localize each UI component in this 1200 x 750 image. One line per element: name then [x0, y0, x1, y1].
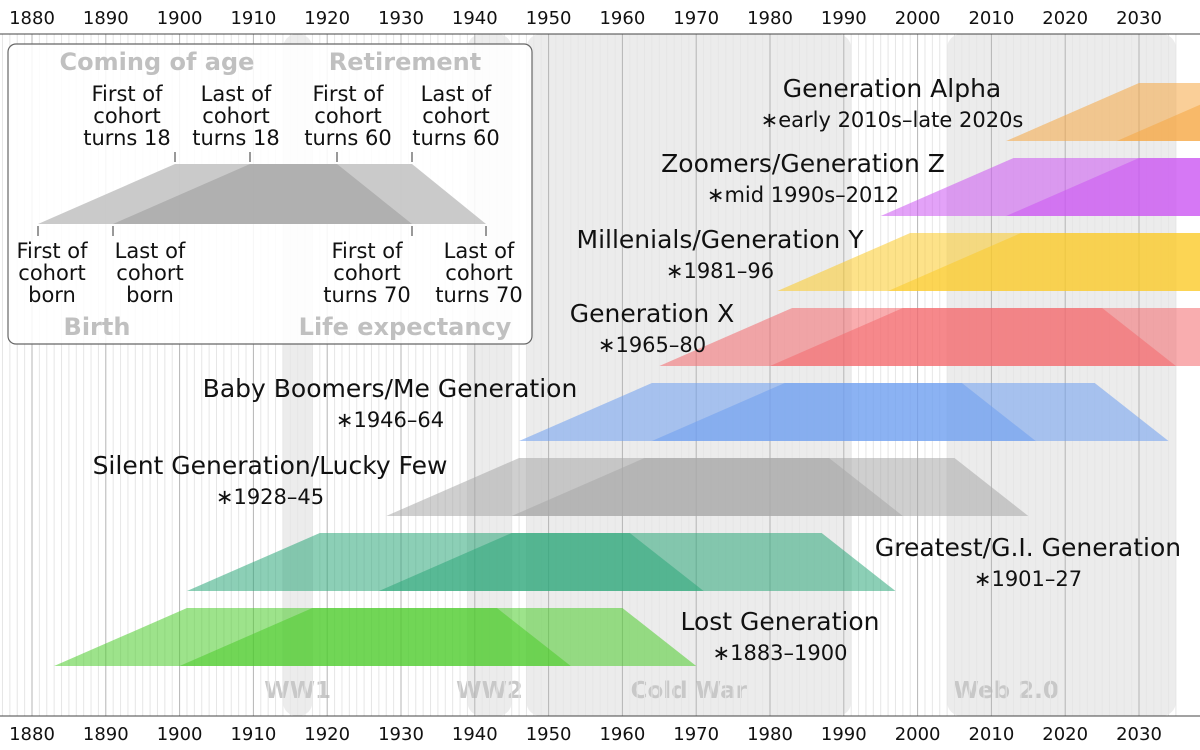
- bottom-tick-label-1920: 1920: [304, 724, 350, 745]
- legend-coming-of-age: Coming of age: [60, 48, 255, 76]
- band-inner-millenials-generation-y: [888, 233, 1200, 291]
- generation-range-silent-generation-lucky-few: ∗1928–45: [216, 485, 324, 509]
- band-zoomers-generation-z: [880, 158, 1200, 216]
- x-axis: 1880 1880 1890 1890 1900 1900 1910 1910 1920 1920…: [0, 8, 1200, 745]
- legend: Coming of age Retirement Birth Life expecta…: [7, 43, 533, 345]
- bottom-tick-label-1960: 1960: [599, 724, 645, 745]
- legend-top-label-1-line-1: First of: [91, 82, 163, 106]
- generation-range-millenials-generation-y: ∗1981–96: [666, 259, 774, 283]
- band-inner-generation-alpha: [1116, 104, 1200, 141]
- top-tick-label-1940: 1940: [452, 8, 498, 29]
- top-tick-label-2030: 2030: [1116, 8, 1162, 29]
- top-tick-label-1950: 1950: [526, 8, 572, 29]
- band-inner-zoomers-generation-z: [1006, 158, 1200, 216]
- generation-name-millenials-generation-y: Millenials/Generation Y: [577, 225, 865, 254]
- legend-top-label-1-line-3: turns 18: [83, 126, 170, 150]
- top-tick-label-1970: 1970: [673, 8, 719, 29]
- band-millenials-generation-y: [777, 233, 1200, 291]
- bottom-tick-label-2030: 2030: [1116, 724, 1162, 745]
- top-tick-label-1910: 1910: [230, 8, 276, 29]
- band-greatest-g-i-generation: [186, 533, 896, 591]
- generation-name-greatest-g-i-generation: Greatest/G.I. Generation: [875, 533, 1181, 562]
- legend-retirement: Retirement: [329, 48, 481, 76]
- bottom-tick-label-1940: 1940: [452, 724, 498, 745]
- top-tick-label-1980: 1980: [747, 8, 793, 29]
- bottom-tick-label-1930: 1930: [378, 724, 424, 745]
- legend-bottom-label-1-line-3: born: [28, 283, 76, 307]
- generation-range-generation-alpha: ∗early 2010s–late 2020s: [761, 108, 1024, 132]
- generation-name-generation-alpha: Generation Alpha: [783, 74, 1002, 103]
- bottom-tick-label-1910: 1910: [230, 724, 276, 745]
- generation-name-zoomers-generation-z: Zoomers/Generation Z: [661, 149, 945, 178]
- legend-bottom-label-3-line-3: turns 70: [323, 283, 410, 307]
- bottom-tick-label-1970: 1970: [673, 724, 719, 745]
- legend-bottom-label-1-line-2: cohort: [18, 261, 85, 285]
- top-tick-label-1880: 1880: [9, 8, 55, 29]
- top-tick-label-1960: 1960: [599, 8, 645, 29]
- generation-range-greatest-g-i-generation: ∗1901–27: [974, 567, 1082, 591]
- top-tick-label-2020: 2020: [1042, 8, 1088, 29]
- band-inner-generation-x: [770, 308, 1176, 366]
- generation-labels: Lost Generation ∗1883–1900 Greatest/G.I. G…: [93, 74, 1182, 665]
- band-inner-baby-boomers-me-generation: [651, 383, 1036, 441]
- band-generation-x: [659, 308, 1200, 366]
- band-generation-alpha: [1006, 83, 1200, 141]
- band-baby-boomers-me-generation: [519, 383, 1169, 441]
- legend-top-label-2-line-1: Last of: [201, 82, 272, 106]
- generation-range-baby-boomers-me-generation: ∗1946–64: [336, 408, 444, 432]
- legend-bottom-label-4-line-3: turns 70: [435, 283, 522, 307]
- legend-top-label-4-line-2: cohort: [422, 104, 489, 128]
- top-tick-label-2010: 2010: [968, 8, 1014, 29]
- bottom-tick-label-1900: 1900: [157, 724, 203, 745]
- band-inner-silent-generation-lucky-few: [511, 458, 903, 516]
- legend-top-label-4-line-3: turns 60: [412, 126, 499, 150]
- legend-bottom-label-3-line-2: cohort: [333, 261, 400, 285]
- legend-birth: Birth: [64, 313, 131, 341]
- legend-example-inner: [113, 164, 412, 224]
- legend-top-label-3-line-3: turns 60: [304, 126, 391, 150]
- band-inner-greatest-g-i-generation: [378, 533, 704, 591]
- legend-bottom-label-2-line-1: Last of: [115, 239, 186, 263]
- bottom-tick-label-1950: 1950: [526, 724, 572, 745]
- top-tick-label-1990: 1990: [821, 8, 867, 29]
- legend-bottom-label-4-line-1: Last of: [444, 239, 515, 263]
- legend-top-label-3-line-2: cohort: [314, 104, 381, 128]
- generation-range-zoomers-generation-z: ∗mid 1990s–2012: [707, 183, 899, 207]
- bottom-tick-label-1880: 1880: [9, 724, 55, 745]
- legend-bottom-label-4-line-2: cohort: [445, 261, 512, 285]
- bottom-tick-label-2010: 2010: [968, 724, 1014, 745]
- generation-name-lost-generation: Lost Generation: [680, 607, 879, 636]
- bottom-tick-label-1890: 1890: [83, 724, 129, 745]
- band-lost-generation: [54, 608, 697, 666]
- legend-top-label-4-line-1: Last of: [421, 82, 492, 106]
- legend-top-label-2-line-3: turns 18: [192, 126, 279, 150]
- generation-name-silent-generation-lucky-few: Silent Generation/Lucky Few: [93, 451, 448, 480]
- legend-bottom-label-3-line-1: First of: [331, 239, 403, 263]
- top-tick-label-2000: 2000: [895, 8, 941, 29]
- legend-bottom-label-2-line-3: born: [126, 283, 174, 307]
- legend-top-label-1-line-2: cohort: [93, 104, 160, 128]
- generation-bands: [54, 83, 1200, 666]
- top-tick-label-1920: 1920: [304, 8, 350, 29]
- band-inner-lost-generation: [179, 608, 571, 666]
- bottom-tick-label-2000: 2000: [895, 724, 941, 745]
- band-silent-generation-lucky-few: [386, 458, 1029, 516]
- legend-top-label-3-line-1: First of: [312, 82, 384, 106]
- legend-bottom-label-2-line-2: cohort: [116, 261, 183, 285]
- top-tick-label-1890: 1890: [83, 8, 129, 29]
- legend-bottom-label-1-line-1: First of: [16, 239, 88, 263]
- legend-life-expectancy: Life expectancy: [299, 313, 512, 341]
- legend-top-label-2-line-2: cohort: [202, 104, 269, 128]
- bottom-tick-label-1980: 1980: [747, 724, 793, 745]
- generation-name-generation-x: Generation X: [570, 299, 735, 328]
- generation-range-lost-generation: ∗1883–1900: [713, 641, 848, 665]
- top-tick-label-1900: 1900: [157, 8, 203, 29]
- top-tick-label-1930: 1930: [378, 8, 424, 29]
- bottom-tick-label-2020: 2020: [1042, 724, 1088, 745]
- generation-range-generation-x: ∗1965–80: [598, 333, 706, 357]
- bottom-tick-label-1990: 1990: [821, 724, 867, 745]
- generation-name-baby-boomers-me-generation: Baby Boomers/Me Generation: [203, 374, 578, 403]
